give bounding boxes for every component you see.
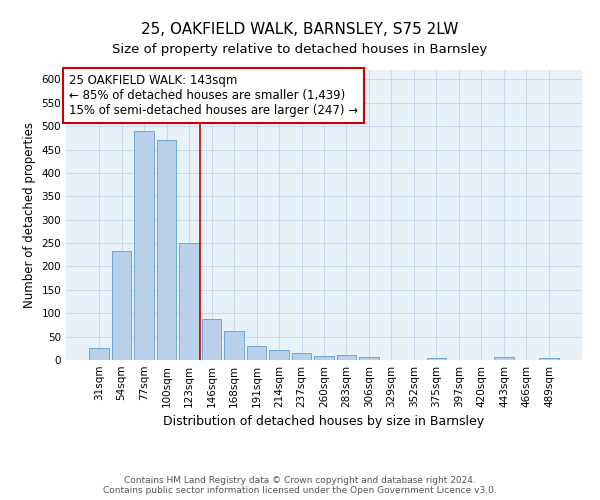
- Bar: [427, 358, 446, 360]
- Text: 25 OAKFIELD WALK: 143sqm
← 85% of detached houses are smaller (1,439)
15% of sem: 25 OAKFIELD WALK: 143sqm ← 85% of detach…: [68, 74, 358, 118]
- Bar: [494, 357, 514, 360]
- Bar: [202, 319, 221, 360]
- Text: 25, OAKFIELD WALK, BARNSLEY, S75 2LW: 25, OAKFIELD WALK, BARNSLEY, S75 2LW: [141, 22, 459, 38]
- Text: Size of property relative to detached houses in Barnsley: Size of property relative to detached ho…: [112, 42, 488, 56]
- Y-axis label: Number of detached properties: Number of detached properties: [23, 122, 36, 308]
- Text: Contains HM Land Registry data © Crown copyright and database right 2024.
Contai: Contains HM Land Registry data © Crown c…: [103, 476, 497, 495]
- Bar: [157, 140, 176, 360]
- X-axis label: Distribution of detached houses by size in Barnsley: Distribution of detached houses by size …: [163, 416, 485, 428]
- Bar: [292, 354, 311, 360]
- Bar: [224, 330, 244, 360]
- Bar: [179, 243, 199, 360]
- Bar: [359, 357, 379, 360]
- Bar: [89, 348, 109, 360]
- Bar: [539, 358, 559, 360]
- Bar: [314, 356, 334, 360]
- Bar: [112, 252, 131, 360]
- Bar: [134, 131, 154, 360]
- Bar: [247, 346, 266, 360]
- Bar: [269, 350, 289, 360]
- Bar: [337, 356, 356, 360]
